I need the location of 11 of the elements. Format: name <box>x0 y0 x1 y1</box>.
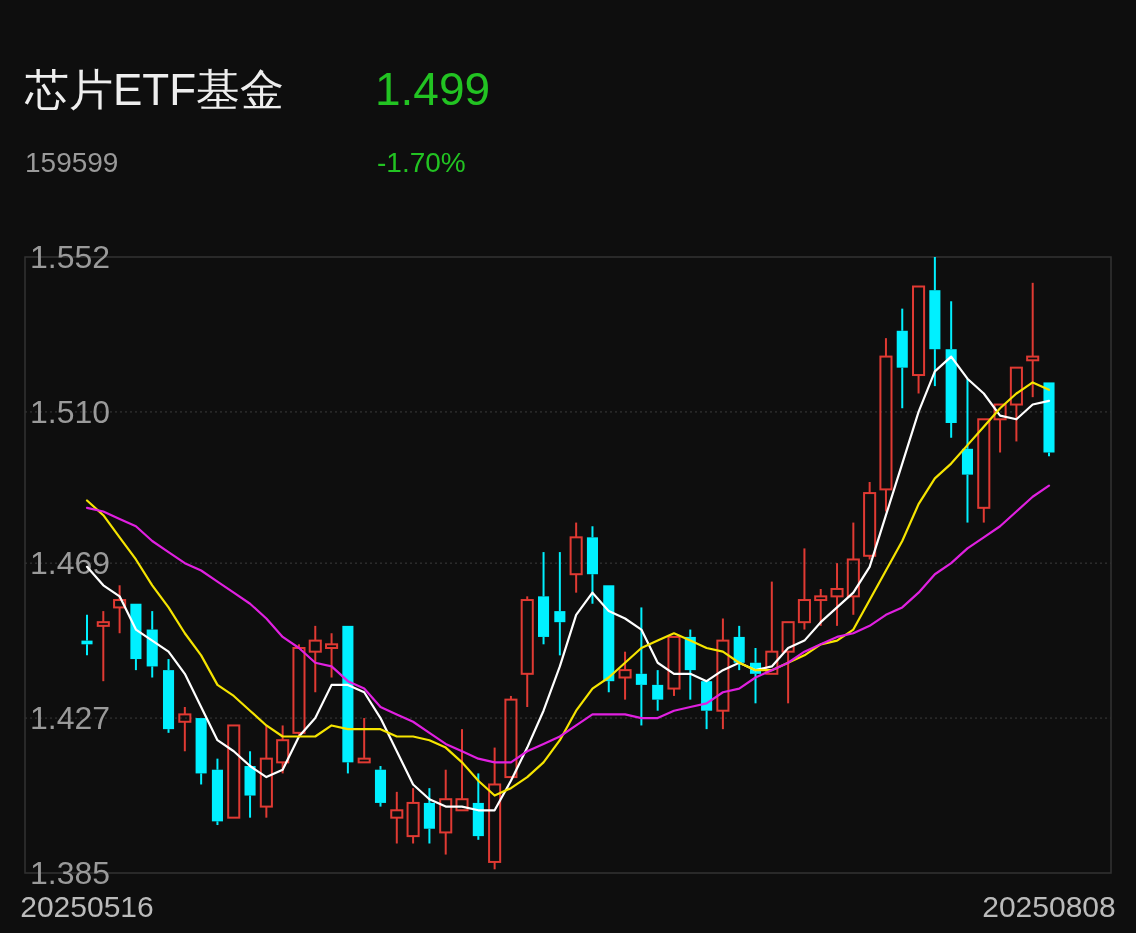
text: 1.499 <box>375 63 491 115</box>
x-tick-label: 20250516 <box>20 890 154 923</box>
text: -1.70% <box>377 147 466 178</box>
y-tick-label: 1.510 <box>30 393 111 430</box>
y-tick-label: 1.552 <box>30 239 111 275</box>
y-tick-label: 1.385 <box>30 855 111 891</box>
chart-subtitle: 159599 <box>25 147 119 178</box>
y-tick-label: 1.427 <box>30 700 111 737</box>
y-tick-label: 1.469 <box>30 545 111 582</box>
x-tick-label: 20250808 <box>982 890 1116 923</box>
chart-title: 芯片ETF基金 <box>24 65 285 114</box>
